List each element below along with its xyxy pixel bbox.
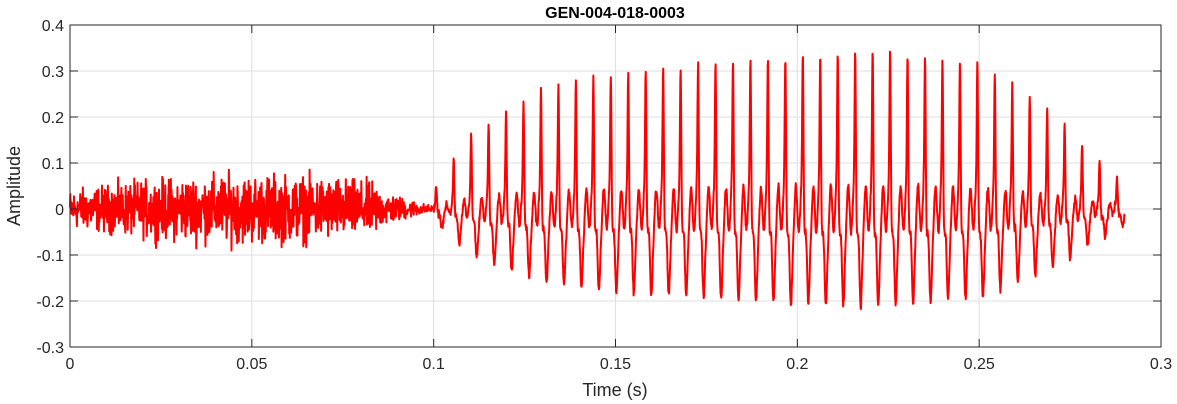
amplitude-series-line <box>69 50 1126 311</box>
x-tick-label: 0.15 <box>600 356 631 373</box>
y-axis: -0.3 -0.2 -0.1 0 0.1 0.2 0.3 0.4 <box>36 18 1161 357</box>
series-group <box>69 50 1126 311</box>
y-tick-label: 0.2 <box>42 110 64 127</box>
x-tick-label: 0.1 <box>423 356 445 373</box>
x-tick-label: 0.2 <box>786 356 808 373</box>
y-tick-label: -0.2 <box>36 294 64 311</box>
y-tick-label: -0.3 <box>36 340 64 357</box>
y-tick-label: 0.4 <box>42 18 64 35</box>
y-axis-label: Amplitude <box>4 146 24 226</box>
x-axis-label: Time (s) <box>582 380 647 400</box>
y-tick-label: 0.3 <box>42 64 64 81</box>
x-axis: 0 0.05 0.1 0.15 0.2 0.25 0.3 <box>66 25 1172 373</box>
y-tick-label: -0.1 <box>36 248 64 265</box>
y-tick-label: 0 <box>55 202 64 219</box>
x-tick-label: 0 <box>66 356 75 373</box>
y-tick-label: 0.1 <box>42 156 64 173</box>
x-tick-label: 0.25 <box>964 356 995 373</box>
chart-title: GEN-004-018-0003 <box>545 5 685 22</box>
x-tick-label: 0.3 <box>1150 356 1172 373</box>
x-tick-label: 0.05 <box>236 356 267 373</box>
